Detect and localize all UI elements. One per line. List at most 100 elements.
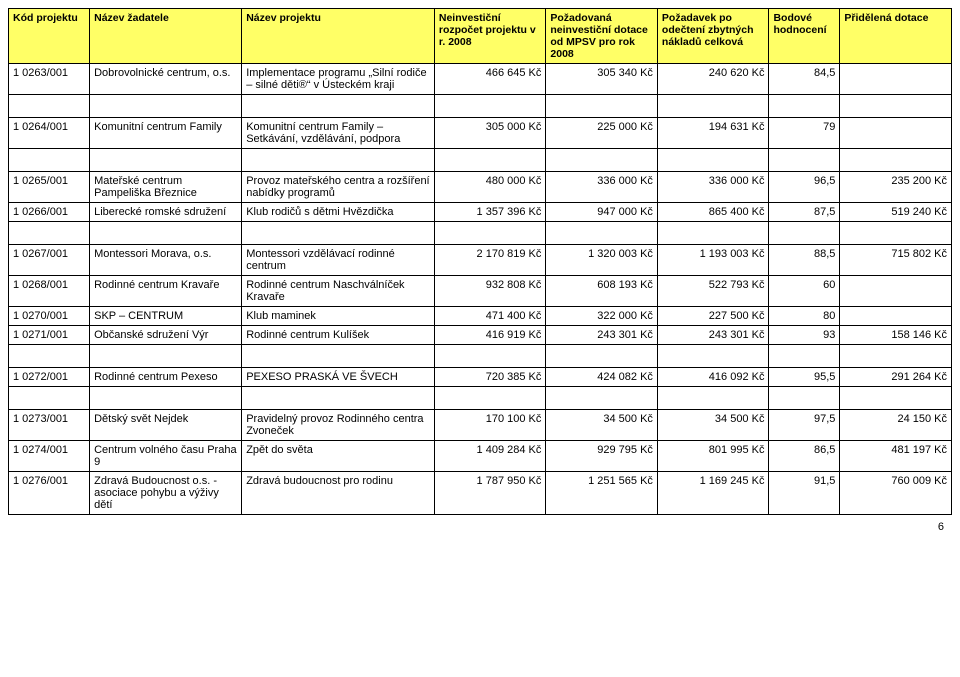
table-cell: 1 0268/001	[9, 276, 90, 307]
spacer-row	[9, 345, 952, 368]
spacer-cell	[546, 222, 658, 245]
table-cell: 96,5	[769, 172, 840, 203]
table-cell: Liberecké romské sdružení	[90, 203, 242, 222]
table-cell: 87,5	[769, 203, 840, 222]
spacer-cell	[242, 149, 435, 172]
spacer-cell	[90, 345, 242, 368]
table-cell: 1 0270/001	[9, 307, 90, 326]
table-cell	[840, 276, 952, 307]
table-cell: 158 146 Kč	[840, 326, 952, 345]
spacer-cell	[657, 149, 769, 172]
table-cell: Provoz mateřského centra a rozšíření nab…	[242, 172, 435, 203]
table-cell: 865 400 Kč	[657, 203, 769, 222]
spacer-row	[9, 387, 952, 410]
spacer-cell	[769, 95, 840, 118]
header-cell: Požadavek po odečtení zbytných nákladů c…	[657, 9, 769, 64]
spacer-cell	[546, 345, 658, 368]
table-cell: 243 301 Kč	[546, 326, 658, 345]
table-cell: 93	[769, 326, 840, 345]
table-cell: 947 000 Kč	[546, 203, 658, 222]
table-cell: Dětský svět Nejdek	[90, 410, 242, 441]
table-cell: 291 264 Kč	[840, 368, 952, 387]
table-cell: 336 000 Kč	[657, 172, 769, 203]
spacer-cell	[9, 387, 90, 410]
table-cell: 88,5	[769, 245, 840, 276]
spacer-cell	[840, 95, 952, 118]
spacer-cell	[90, 387, 242, 410]
table-cell: 480 000 Kč	[434, 172, 546, 203]
spacer-cell	[434, 95, 546, 118]
table-cell: 1 787 950 Kč	[434, 472, 546, 515]
table-cell: 720 385 Kč	[434, 368, 546, 387]
spacer-cell	[434, 222, 546, 245]
table-cell: 932 808 Kč	[434, 276, 546, 307]
table-cell: 1 0271/001	[9, 326, 90, 345]
table-cell: 1 0267/001	[9, 245, 90, 276]
table-cell	[840, 64, 952, 95]
spacer-cell	[9, 95, 90, 118]
table-cell: Mateřské centrum Pampeliška Březnice	[90, 172, 242, 203]
table-body: 1 0263/001Dobrovolnické centrum, o.s.Imp…	[9, 64, 952, 515]
spacer-cell	[546, 95, 658, 118]
data-table: Kód projektu Název žadatele Název projek…	[8, 8, 952, 515]
table-cell: 1 0265/001	[9, 172, 90, 203]
table-cell: 760 009 Kč	[840, 472, 952, 515]
table-cell: 929 795 Kč	[546, 441, 658, 472]
spacer-cell	[769, 149, 840, 172]
spacer-cell	[434, 387, 546, 410]
header-cell: Požadovaná neinvestiční dotace od MPSV p…	[546, 9, 658, 64]
table-cell: 235 200 Kč	[840, 172, 952, 203]
table-cell: 225 000 Kč	[546, 118, 658, 149]
table-row: 1 0272/001Rodinné centrum PexesoPEXESO P…	[9, 368, 952, 387]
table-cell: 471 400 Kč	[434, 307, 546, 326]
table-row: 1 0268/001Rodinné centrum KravařeRodinné…	[9, 276, 952, 307]
table-cell: 34 500 Kč	[546, 410, 658, 441]
spacer-cell	[90, 149, 242, 172]
table-cell: 1 251 565 Kč	[546, 472, 658, 515]
table-cell: Zdravá budoucnost pro rodinu	[242, 472, 435, 515]
spacer-cell	[769, 387, 840, 410]
table-cell: 240 620 Kč	[657, 64, 769, 95]
table-cell: 227 500 Kč	[657, 307, 769, 326]
spacer-cell	[434, 345, 546, 368]
table-cell: 1 193 003 Kč	[657, 245, 769, 276]
spacer-cell	[840, 149, 952, 172]
spacer-cell	[769, 345, 840, 368]
table-cell: 1 357 396 Kč	[434, 203, 546, 222]
table-cell: Rodinné centrum Naschválníček Kravaře	[242, 276, 435, 307]
table-cell: 1 409 284 Kč	[434, 441, 546, 472]
table-cell: 1 0264/001	[9, 118, 90, 149]
header-cell: Bodové hodnocení	[769, 9, 840, 64]
table-cell: Implementace programu „Silní rodiče – si…	[242, 64, 435, 95]
spacer-cell	[242, 222, 435, 245]
table-cell: 170 100 Kč	[434, 410, 546, 441]
table-cell: Centrum volného času Praha 9	[90, 441, 242, 472]
spacer-cell	[840, 387, 952, 410]
table-cell: 86,5	[769, 441, 840, 472]
table-row: 1 0267/001Montessori Morava, o.s.Montess…	[9, 245, 952, 276]
table-cell: Rodinné centrum Kravaře	[90, 276, 242, 307]
spacer-cell	[242, 95, 435, 118]
table-cell: 91,5	[769, 472, 840, 515]
table-cell: SKP – CENTRUM	[90, 307, 242, 326]
table-cell: 466 645 Kč	[434, 64, 546, 95]
spacer-cell	[434, 149, 546, 172]
table-cell: Zdravá Budoucnost o.s. - asociace pohybu…	[90, 472, 242, 515]
spacer-cell	[840, 222, 952, 245]
table-cell: PEXESO PRASKÁ VE ŠVECH	[242, 368, 435, 387]
spacer-row	[9, 222, 952, 245]
table-cell: 194 631 Kč	[657, 118, 769, 149]
table-cell: 80	[769, 307, 840, 326]
table-cell	[840, 307, 952, 326]
table-cell: 2 170 819 Kč	[434, 245, 546, 276]
spacer-cell	[657, 345, 769, 368]
table-cell: 608 193 Kč	[546, 276, 658, 307]
table-cell: 1 0272/001	[9, 368, 90, 387]
table-cell: 519 240 Kč	[840, 203, 952, 222]
table-header: Kód projektu Název žadatele Název projek…	[9, 9, 952, 64]
table-cell: Montessori vzdělávací rodinné centrum	[242, 245, 435, 276]
table-cell: Občanské sdružení Výr	[90, 326, 242, 345]
table-row: 1 0264/001Komunitní centrum FamilyKomuni…	[9, 118, 952, 149]
table-cell: 97,5	[769, 410, 840, 441]
table-cell: 322 000 Kč	[546, 307, 658, 326]
